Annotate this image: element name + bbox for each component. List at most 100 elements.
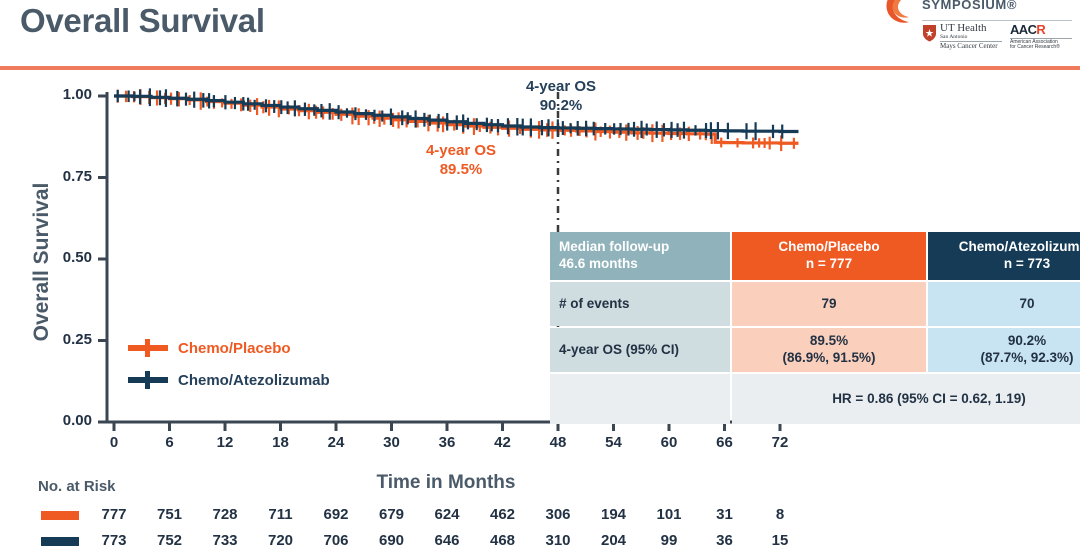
- cell-events-placebo: 79: [732, 282, 926, 326]
- logo-block: BREAST CANCER SYMPOSIUM® UT Health San A…: [878, 0, 1074, 60]
- x-tick-label: 54: [605, 434, 622, 451]
- risk-number-placebo: 728: [212, 506, 238, 523]
- mays-cancer-center-name: Mays Cancer Center: [940, 42, 998, 51]
- legend-label-atezo: Chemo/Atezolizumab: [178, 371, 330, 389]
- header-placebo-line2: n = 777: [805, 256, 853, 271]
- risk-number-atezo: 310: [545, 532, 571, 549]
- cell-4yr-os-placebo-line2: (86.9%, 91.5%): [782, 350, 876, 365]
- annotation-atezo-line2: 90.2%: [539, 96, 583, 114]
- cell-events-atezo: 70: [928, 282, 1080, 326]
- risk-number-atezo: 720: [267, 532, 294, 549]
- risk-number-atezo: 99: [660, 532, 678, 549]
- cell-4yr-os-atezo: 90.2% (87.7%, 92.3%): [928, 328, 1080, 372]
- row-label-blank: [550, 374, 730, 424]
- x-tick-label: 0: [109, 434, 119, 451]
- x-tick-label: 60: [660, 434, 678, 451]
- cell-4yr-os-placebo-line1: 89.5%: [809, 333, 849, 349]
- risk-number-atezo: 15: [771, 532, 789, 549]
- censor-tick-icon-placebo: [128, 339, 168, 357]
- legend-item-placebo: Chemo/Placebo: [128, 332, 388, 364]
- risk-number-placebo: 624: [434, 506, 460, 523]
- sub-logos: UT Health San Antonio Mays Cancer Center…: [922, 22, 1074, 57]
- censor-ticks-atezolizumab: [116, 88, 784, 141]
- risk-number-atezo: 706: [323, 532, 349, 549]
- x-tick-label: 66: [716, 434, 733, 451]
- cell-4yr-os-atezo-line2: (87.7%, 92.3%): [980, 350, 1074, 365]
- header-placebo-line1: Chemo/Placebo: [778, 239, 880, 255]
- cell-hazard-ratio: HR = 0.86 (95% CI = 0.62, 1.19): [732, 374, 1080, 424]
- x-tick-label: 42: [494, 434, 511, 451]
- table-row: 4-year OS (95% CI) 89.5% (86.9%, 91.5%) …: [550, 328, 1080, 372]
- risk-number-placebo: 751: [156, 506, 183, 523]
- aacr-subtitle-line2: for Cancer Research®: [1010, 43, 1060, 50]
- risk-number-placebo: 679: [378, 506, 405, 523]
- risk-number-placebo: 8: [775, 506, 785, 523]
- header-cell-median-followup: Median follow-up 46.6 months: [550, 232, 730, 280]
- risk-number-placebo: 692: [323, 506, 349, 523]
- risk-number-atezo: 733: [212, 532, 238, 549]
- risk-number-placebo: 101: [656, 506, 682, 523]
- cell-4yr-os-placebo: 89.5% (86.9%, 91.5%): [732, 328, 926, 372]
- risk-number-atezo: 468: [489, 532, 516, 549]
- header-cell-atezo: Chemo/Atezolizumab n = 773: [928, 232, 1080, 280]
- x-tick-label: 18: [272, 434, 289, 451]
- y-tick-label: 0.50: [62, 249, 92, 266]
- sabcs-logo: BREAST CANCER SYMPOSIUM®: [878, 0, 1074, 24]
- legend-label-placebo: Chemo/Placebo: [178, 339, 291, 357]
- row-label-4yr-os: 4-year OS (95% CI): [550, 328, 730, 372]
- header-atezo-line1: Chemo/Atezolizumab: [958, 239, 1080, 255]
- ut-divider: [940, 41, 1002, 43]
- sabcs-wordmark: BREAST CANCER SYMPOSIUM®: [922, 0, 1072, 11]
- sabcs-line2: SYMPOSIUM®: [922, 0, 1018, 12]
- risk-row-placebo: 777 751 728 711 692 679 624 462 306 194 101 31 8: [0, 504, 1080, 530]
- ut-shield-icon: [923, 25, 936, 42]
- results-table: Median follow-up 46.6 months Chemo/Place…: [548, 230, 1080, 426]
- numbers-at-risk-title: No. at Risk: [38, 478, 116, 495]
- x-tick-label: 72: [771, 434, 789, 451]
- aacr-logo: AACR American Association for Cancer Res…: [1010, 23, 1074, 50]
- cell-4yr-os-atezo-line1: 90.2%: [1007, 333, 1047, 349]
- risk-number-atezo: 646: [434, 532, 460, 549]
- risk-number-placebo: 194: [600, 506, 627, 523]
- y-tick-label: 1.00: [62, 86, 92, 103]
- legend-item-atezo: Chemo/Atezolizumab: [128, 364, 388, 396]
- risk-number-placebo: 777: [101, 506, 127, 523]
- annotation-placebo-line2: 89.5%: [439, 160, 483, 178]
- header-cell-placebo: Chemo/Placebo n = 777: [732, 232, 926, 280]
- ribbon-icon: [886, 0, 909, 23]
- ut-health-name: UT Health: [940, 22, 987, 34]
- risk-swatch-atezo: [41, 537, 79, 546]
- risk-row-atezo: 773 752 733 720 706 690 646 468 310 204 99 36 15: [0, 530, 1080, 556]
- chart-legend: Chemo/Placebo Chemo/Atezolizumab: [128, 332, 388, 396]
- risk-number-placebo: 462: [489, 506, 516, 523]
- x-tick-label: 12: [216, 434, 234, 451]
- risk-number-placebo: 711: [268, 506, 293, 523]
- risk-number-placebo: 306: [545, 506, 571, 523]
- risk-number-placebo: 31: [716, 506, 733, 523]
- table-header-row: Median follow-up 46.6 months Chemo/Place…: [550, 232, 1080, 280]
- ut-health-city: San Antonio: [940, 33, 968, 40]
- row-label-events: # of events: [550, 282, 730, 326]
- risk-swatch-placebo: [41, 511, 79, 520]
- y-tick-label: 0.75: [62, 167, 92, 185]
- risk-number-atezo: 36: [716, 532, 733, 549]
- y-tick-label: 0.25: [62, 330, 92, 348]
- annotation-placebo-line1: 4-year OS: [425, 142, 497, 159]
- x-tick-label: 48: [549, 434, 567, 451]
- median-followup-line2: 46.6 months: [559, 256, 638, 271]
- aacr-subtitle-line1: American Association: [1010, 38, 1058, 45]
- x-axis-title: Time in Months: [376, 472, 516, 493]
- annotation-placebo-4yr-os: 4-year OS 89.5%: [396, 142, 526, 180]
- aacr-divider: [1010, 37, 1072, 39]
- survival-curve-atezolizumab: [114, 88, 799, 141]
- risk-number-atezo: 773: [101, 532, 127, 549]
- x-tick-label: 6: [165, 434, 174, 451]
- risk-number-atezo: 204: [600, 532, 627, 549]
- risk-number-atezo: 752: [156, 532, 183, 549]
- censor-tick-icon-atezo: [128, 371, 168, 389]
- survival-curves: [114, 88, 799, 152]
- annotation-atezo-4yr-os: 4-year OS 90.2%: [496, 78, 626, 116]
- kaplan-meier-chart: Overall Survival Time in Months 0.00 0.25…: [0, 70, 1080, 493]
- logo-divider: [922, 20, 1072, 21]
- cell-events-placebo-line1: 79: [821, 295, 837, 311]
